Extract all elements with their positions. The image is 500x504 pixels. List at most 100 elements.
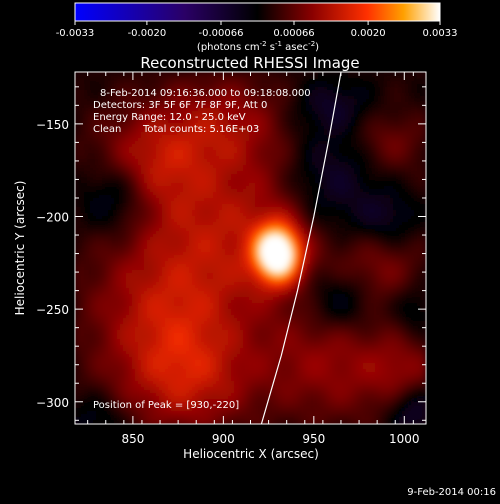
heatmap-cell bbox=[189, 288, 193, 292]
heatmap-cell bbox=[195, 138, 199, 142]
heatmap-cell bbox=[165, 387, 169, 391]
heatmap-cell bbox=[102, 261, 106, 265]
heatmap-cell bbox=[75, 321, 79, 325]
heatmap-cell bbox=[120, 150, 124, 154]
heatmap-cell bbox=[108, 294, 112, 298]
heatmap-cell bbox=[144, 246, 148, 250]
heatmap-cell bbox=[108, 411, 112, 415]
heatmap-cell bbox=[156, 231, 160, 235]
heatmap-cell bbox=[171, 297, 175, 301]
heatmap-cell bbox=[132, 309, 136, 313]
heatmap-cell bbox=[78, 408, 82, 412]
heatmap-cell bbox=[171, 165, 175, 169]
heatmap-cell bbox=[93, 381, 97, 385]
heatmap-cell bbox=[81, 342, 85, 346]
heatmap-cell bbox=[153, 189, 157, 193]
heatmap-cell bbox=[102, 264, 106, 268]
heatmap-cell bbox=[177, 351, 181, 355]
heatmap-cell bbox=[162, 384, 166, 388]
heatmap-cell bbox=[177, 393, 181, 397]
heatmap-cell bbox=[171, 72, 175, 76]
heatmap-cell bbox=[162, 195, 166, 199]
heatmap-cell bbox=[132, 375, 136, 379]
heatmap-cell bbox=[78, 72, 82, 76]
heatmap-cell bbox=[93, 303, 97, 307]
heatmap-cell bbox=[156, 384, 160, 388]
heatmap-cell bbox=[144, 414, 148, 418]
heatmap-cell bbox=[75, 132, 79, 136]
heatmap-cell bbox=[153, 228, 157, 232]
heatmap-cell bbox=[93, 228, 97, 232]
heatmap-cell bbox=[132, 168, 136, 172]
heatmap-cell bbox=[81, 285, 85, 289]
heatmap-cell bbox=[159, 339, 163, 343]
heatmap-cell bbox=[114, 414, 118, 418]
heatmap-cell bbox=[198, 198, 202, 202]
heatmap-cell bbox=[120, 393, 124, 397]
heatmap-cell bbox=[156, 222, 160, 226]
heatmap-cell bbox=[129, 78, 133, 82]
heatmap-cell bbox=[150, 162, 154, 166]
heatmap-cell bbox=[177, 273, 181, 277]
heatmap-cell bbox=[84, 375, 88, 379]
heatmap-cell bbox=[84, 285, 88, 289]
heatmap-cell bbox=[96, 342, 100, 346]
heatmap-cell bbox=[126, 294, 130, 298]
heatmap-cell bbox=[90, 342, 94, 346]
heatmap-cell bbox=[201, 72, 205, 76]
heatmap-cell bbox=[132, 321, 136, 325]
heatmap-cell bbox=[171, 135, 175, 139]
heatmap-cell bbox=[114, 174, 118, 178]
heatmap-cell bbox=[165, 330, 169, 334]
heatmap-cell bbox=[189, 282, 193, 286]
heatmap-cell bbox=[174, 273, 178, 277]
heatmap-cell bbox=[120, 411, 124, 415]
heatmap-cell bbox=[153, 363, 157, 367]
heatmap-cell bbox=[162, 261, 166, 265]
heatmap-cell bbox=[75, 330, 79, 334]
heatmap-cell bbox=[132, 333, 136, 337]
heatmap-cell bbox=[132, 297, 136, 301]
heatmap-cell bbox=[147, 339, 151, 343]
heatmap-cell bbox=[90, 165, 94, 169]
heatmap-cell bbox=[171, 183, 175, 187]
heatmap-cell bbox=[153, 225, 157, 229]
heatmap-cell bbox=[177, 306, 181, 310]
heatmap-cell bbox=[111, 240, 115, 244]
heatmap-cell bbox=[135, 285, 139, 289]
heatmap-cell bbox=[192, 249, 196, 253]
heatmap-cell bbox=[159, 135, 163, 139]
heatmap-cell bbox=[150, 285, 154, 289]
heatmap-cell bbox=[78, 111, 82, 115]
heatmap-cell bbox=[117, 393, 121, 397]
heatmap-cell bbox=[93, 141, 97, 145]
heatmap-cell bbox=[96, 87, 100, 91]
heatmap-cell bbox=[192, 366, 196, 370]
heatmap-cell bbox=[174, 240, 178, 244]
heatmap-cell bbox=[84, 165, 88, 169]
heatmap-cell bbox=[117, 327, 121, 331]
heatmap-cell bbox=[78, 165, 82, 169]
heatmap-cell bbox=[162, 345, 166, 349]
heatmap-cell bbox=[141, 288, 145, 292]
heatmap-cell bbox=[183, 285, 187, 289]
heatmap-cell bbox=[165, 192, 169, 196]
heatmap-cell bbox=[192, 150, 196, 154]
heatmap-cell bbox=[132, 261, 136, 265]
heatmap-cell bbox=[168, 273, 172, 277]
heatmap-cell bbox=[78, 246, 82, 250]
heatmap-cell bbox=[189, 417, 193, 421]
heatmap-cell bbox=[177, 258, 181, 262]
heatmap-cell bbox=[96, 291, 100, 295]
heatmap-cell bbox=[198, 285, 202, 289]
heatmap-cell bbox=[84, 258, 88, 262]
heatmap-cell bbox=[180, 240, 184, 244]
heatmap-cell bbox=[165, 336, 169, 340]
heatmap-cell bbox=[162, 396, 166, 400]
heatmap-cell bbox=[123, 135, 127, 139]
heatmap-cell bbox=[168, 267, 172, 271]
heatmap-cell bbox=[117, 174, 121, 178]
heatmap-cell bbox=[84, 102, 88, 106]
heatmap-cell bbox=[99, 414, 103, 418]
